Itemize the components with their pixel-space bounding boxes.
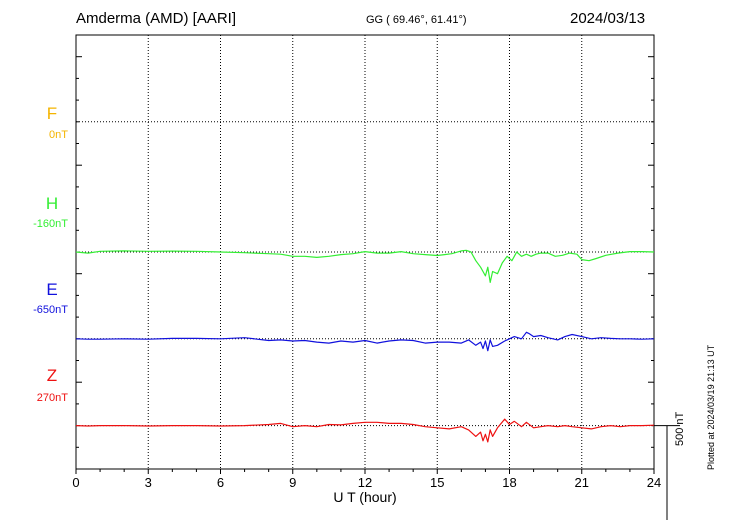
channel-label-h: H (45, 194, 59, 213)
x-tick-label: 21 (575, 475, 589, 490)
x-tick-label: 9 (289, 475, 296, 490)
channel-baseline-e: -650nT (33, 304, 68, 316)
x-tick-label: 24 (647, 475, 661, 490)
series-line-e (75, 331, 655, 352)
x-tick-label: 15 (430, 475, 444, 490)
series-line-z (75, 418, 655, 443)
channel-baseline-h: -160nT (33, 218, 68, 230)
scale-bar-label: 500 nT (674, 411, 686, 446)
x-tick-label: 6 (217, 475, 224, 490)
channel-baseline-f: 0nT (49, 129, 68, 141)
x-axis-title: U T (hour) (333, 489, 397, 505)
station-title: Amderma (AMD) [AARI] (76, 10, 237, 27)
series-line-h (75, 249, 655, 283)
x-tick-label: 18 (502, 475, 516, 490)
x-tick-label: 12 (358, 475, 372, 490)
x-tick-label: 3 (145, 475, 152, 490)
station-coordinates: GG ( 69.46°, 61.41°) (366, 14, 467, 26)
channel-label-f: F (46, 104, 58, 123)
channel-baseline-z: 270nT (36, 392, 68, 404)
channel-label-e: E (46, 280, 58, 299)
plotted-timestamp: Plotted at 2024/03/19 21:13 UT (706, 344, 716, 470)
x-tick-label: 0 (72, 475, 79, 490)
channel-label-z: Z (46, 366, 58, 385)
date-label: 2024/03/13 (570, 10, 646, 27)
